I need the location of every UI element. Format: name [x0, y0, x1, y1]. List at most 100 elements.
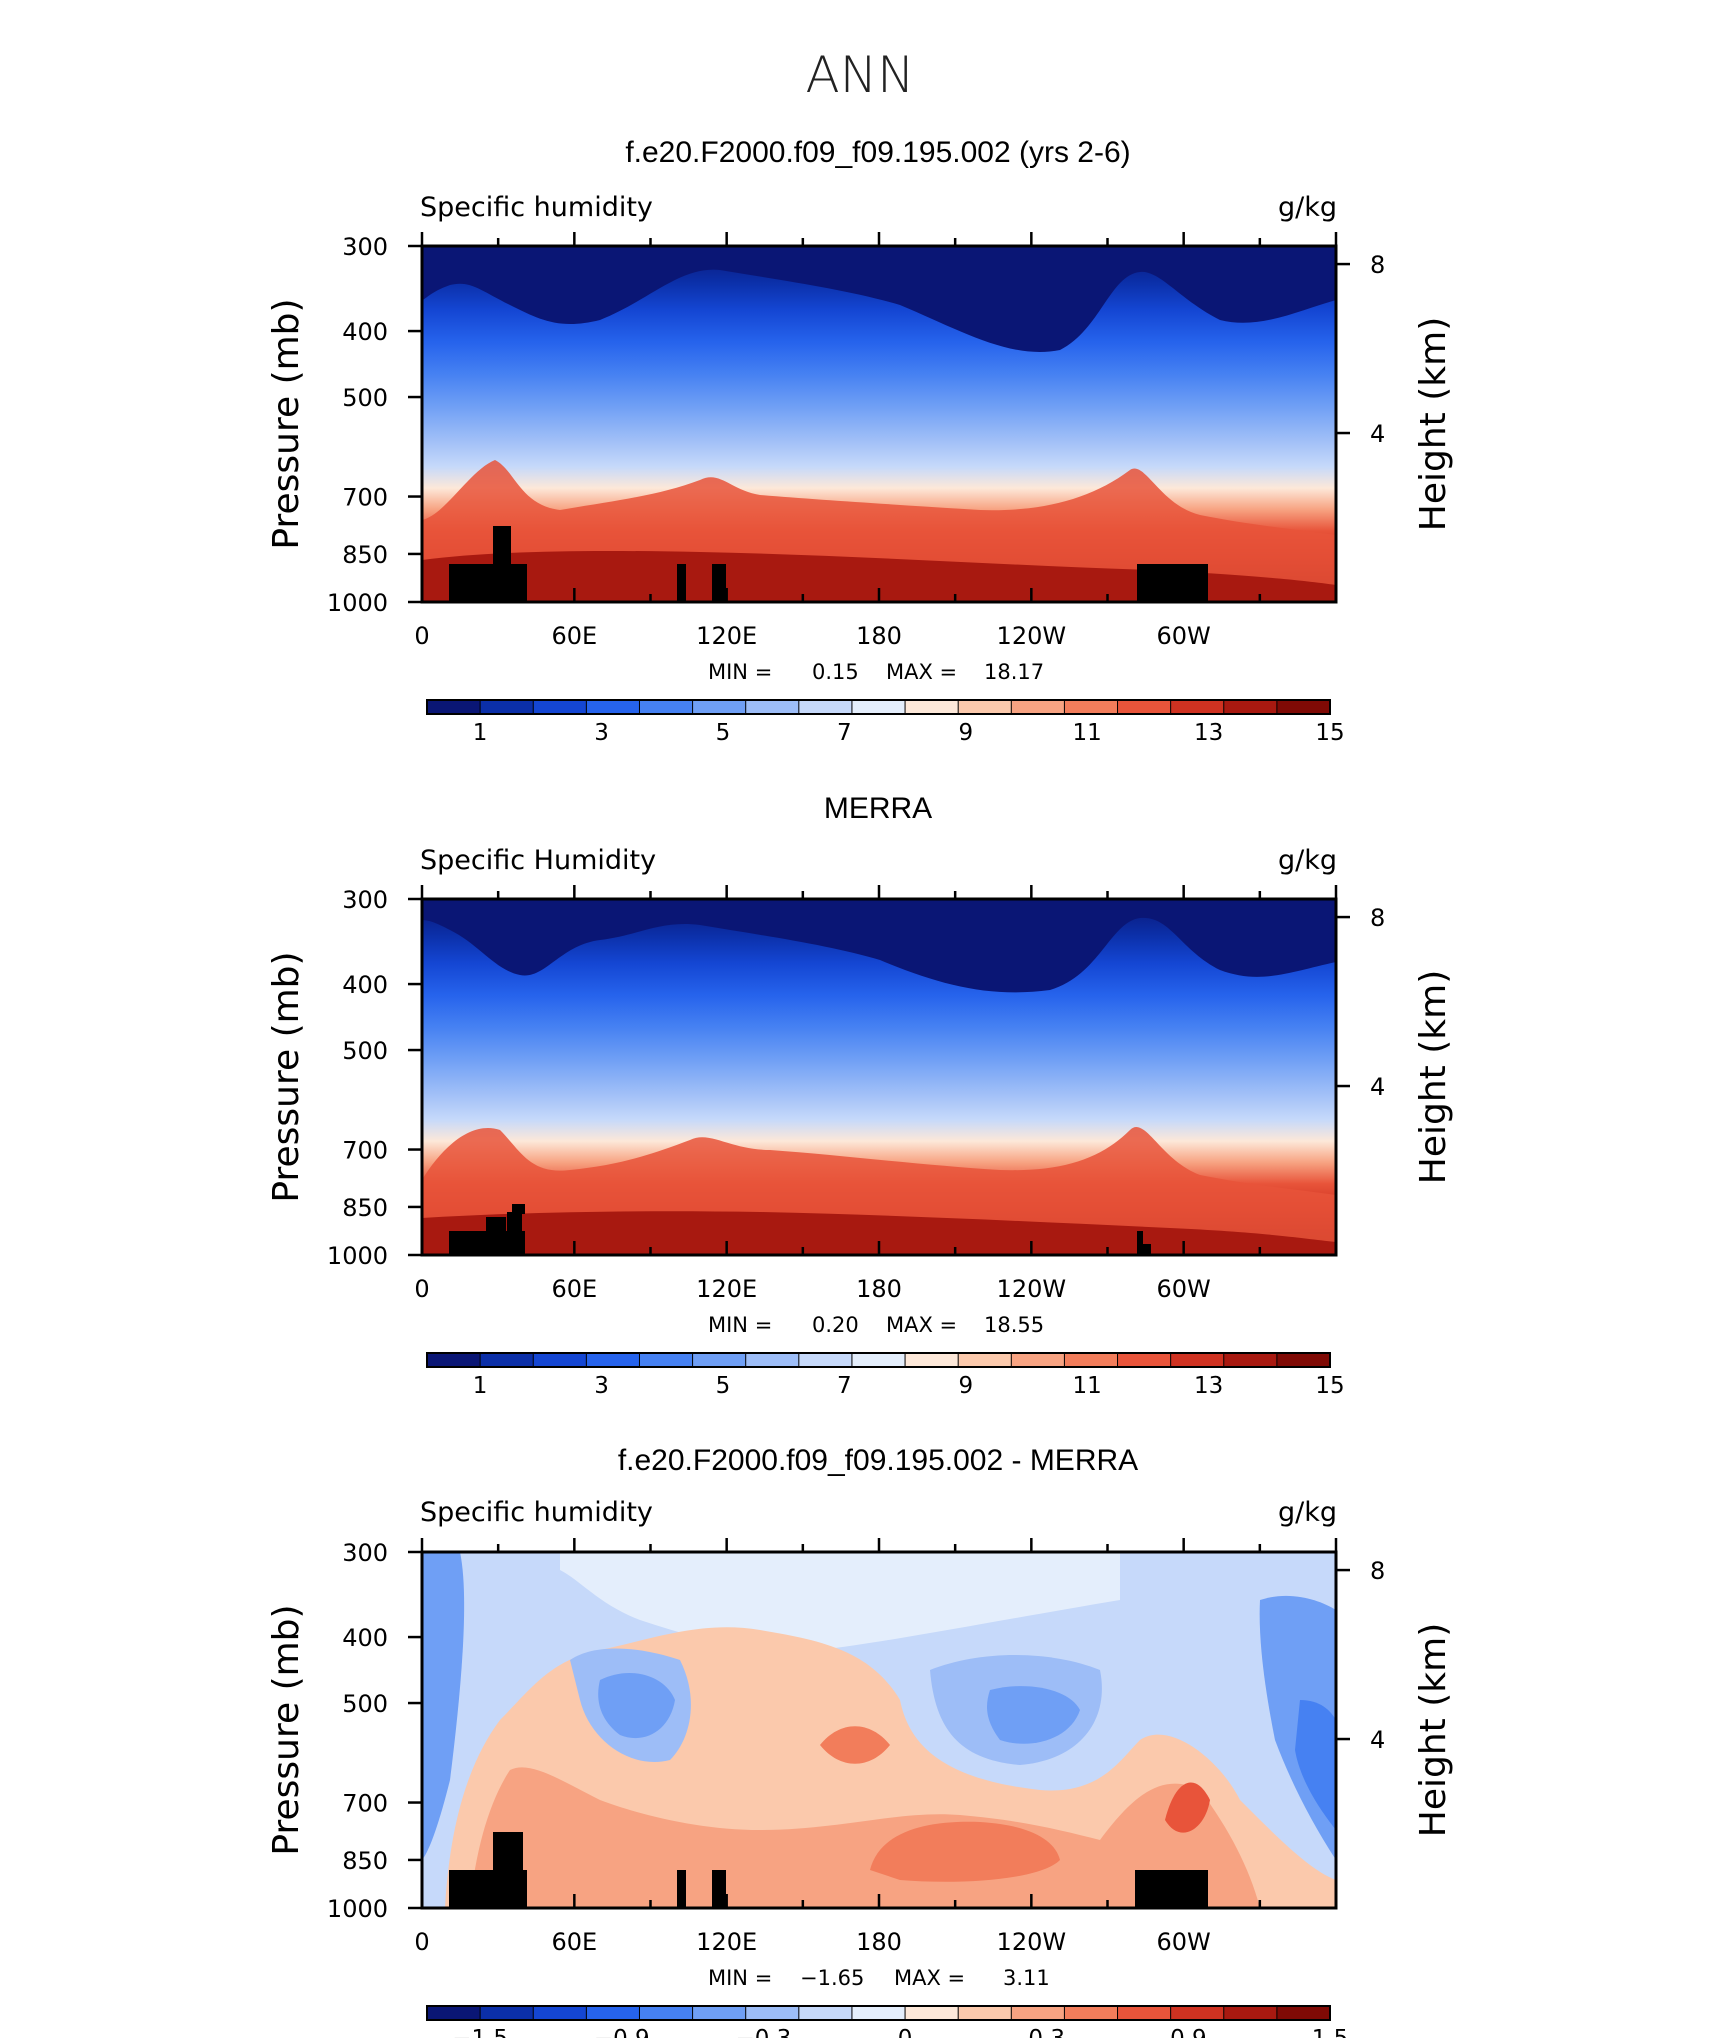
y-tick-label: 300 [342, 233, 388, 261]
panel-3-negative-region-7 [422, 1552, 465, 1860]
colorbar-label: −0.3 [735, 2026, 791, 2038]
y-tick-label: 400 [342, 971, 388, 999]
y-tick-label: 1000 [327, 1895, 388, 1923]
panel-1-right-yticks: 84 [1336, 251, 1385, 448]
colorbar-box [638, 2005, 694, 2021]
panel-3-positive-max [870, 1821, 1060, 1882]
colorbar-box [1063, 2005, 1119, 2021]
panel-1-colorbar: 1 3 5 7 9 11 13 15 [426, 699, 1345, 746]
colorbar-box [1117, 2005, 1172, 2021]
panel-3-topography [449, 1832, 1208, 1908]
panel-3-positive-peak [1165, 1782, 1210, 1833]
x-tick-label: 120W [997, 1928, 1067, 1956]
colorbar-box [638, 1352, 694, 1368]
x-tick-label: 180 [856, 1928, 902, 1956]
panel-3-min-value: −1.65 [800, 1966, 864, 1990]
colorbar-box [1117, 699, 1172, 715]
colorbar-label: 3 [594, 1373, 609, 1399]
y-tick-label: 850 [342, 1194, 388, 1222]
x-tick-label: 120E [696, 1275, 757, 1303]
colorbar-box [692, 699, 747, 715]
colorbar-box [479, 2005, 535, 2021]
panel-2: MERRA Specific Humidity g/kg 0 60E 120E 180… [266, 792, 1454, 1399]
panel-2-ylabel: Pressure (mb) [266, 951, 307, 1202]
panel-3-light-blue-region [560, 1552, 1120, 1651]
colorbar-box [798, 699, 853, 715]
panel-3-positive-mid [820, 1726, 890, 1764]
x-tick-label: 60E [551, 622, 597, 650]
colorbar-label: 13 [1194, 720, 1223, 746]
colorbar-box [692, 1352, 747, 1368]
panel-2-xticks: 0 60E 120E 180 120W 60W [414, 885, 1338, 1303]
panel-1-min-value: 0.15 [812, 660, 859, 684]
colorbar-box [479, 699, 535, 715]
colorbar-box [1276, 699, 1331, 715]
panel-3-negative-region-6 [1295, 1700, 1336, 1830]
colorbar-label: 0.3 [1028, 2026, 1065, 2038]
colorbar-box [426, 1352, 482, 1368]
panel-2-title: MERRA [824, 792, 932, 825]
colorbar-box [798, 1352, 853, 1368]
colorbar-box [1170, 1352, 1225, 1368]
colorbar-frame [426, 2005, 1331, 2021]
panel-2-left-string: Specific Humidity [420, 845, 656, 876]
colorbar-box [957, 699, 1013, 715]
colorbar-box [1170, 699, 1225, 715]
colorbar-box [479, 1352, 535, 1368]
colorbar-box [957, 1352, 1013, 1368]
colorbar-box [1010, 1352, 1066, 1368]
panel-3-negative-region-2 [598, 1672, 675, 1739]
panel-2-plot-area: 0 60E 120E 180 120W 60W 300 400 500 700 850 1000 8… [327, 885, 1385, 1303]
x-tick-label: 180 [856, 1275, 902, 1303]
colorbar-label: 0 [898, 2026, 913, 2038]
panel-2-min-label: MIN = [708, 1313, 772, 1337]
y-tick-label: 300 [342, 1539, 388, 1567]
panel-3-max-value: 3.11 [1003, 1966, 1050, 1990]
x-tick-label: 120E [696, 622, 757, 650]
y-tick-label: 850 [342, 541, 388, 569]
colorbar-box [585, 699, 641, 715]
panel-3-left-string: Specific humidity [420, 1497, 653, 1528]
panel-3-title: f.e20.F2000.f09_f09.195.002 - MERRA [618, 1444, 1138, 1477]
panel-1-min-label: MIN = [708, 660, 772, 684]
y-tick-label: 500 [342, 384, 388, 412]
panel-1-xticks: 0 60E 120E 180 120W 60W [414, 232, 1338, 650]
panel-2-min-value: 0.20 [812, 1313, 859, 1337]
colorbar-box [1010, 2005, 1066, 2021]
colorbar-box [532, 1352, 588, 1368]
panel-2-max-label: MAX = [886, 1313, 957, 1337]
colorbar-label: 5 [716, 720, 731, 746]
panel-1: f.e20.F2000.f09_f09.195.002 (yrs 2-6) Sp… [266, 136, 1454, 746]
colorbar-box [904, 1352, 960, 1368]
panel-3: f.e20.F2000.f09_f09.195.002 - MERRA Spec… [266, 1444, 1454, 2038]
colorbar-label: 0.9 [1170, 2026, 1207, 2038]
panel-3-plot-area: 0 60E 120E 180 120W 60W 300 400 500 700 850 1000 8… [327, 1538, 1385, 1956]
y-tick-label: 300 [342, 886, 388, 914]
colorbar-box [851, 2005, 907, 2021]
x-tick-label: 60W [1157, 622, 1211, 650]
panel-3-units: g/kg [1278, 1497, 1337, 1528]
x-tick-label: 0 [414, 1928, 429, 1956]
right-y-tick-label: 8 [1370, 904, 1385, 932]
colorbar-box [1223, 699, 1278, 715]
panel-1-title: f.e20.F2000.f09_f09.195.002 (yrs 2-6) [625, 136, 1130, 169]
x-tick-label: 60W [1157, 1275, 1211, 1303]
colorbar-frame [426, 1352, 1331, 1368]
panel-2-units: g/kg [1278, 845, 1337, 876]
colorbar-label: 5 [716, 1373, 731, 1399]
colorbar-box [638, 699, 694, 715]
right-y-tick-label: 4 [1370, 1726, 1385, 1754]
colorbar-box [1063, 1352, 1119, 1368]
colorbar-box [1170, 2005, 1225, 2021]
panel-2-max-value: 18.55 [984, 1313, 1044, 1337]
y-tick-label: 1000 [327, 589, 388, 617]
panel-2-upper-contour [422, 899, 1336, 993]
x-tick-label: 60W [1157, 1928, 1211, 1956]
panel-1-ylabel: Pressure (mb) [266, 298, 307, 549]
x-tick-label: 0 [414, 622, 429, 650]
colorbar-label: 11 [1073, 1373, 1102, 1399]
panel-1-units: g/kg [1278, 192, 1337, 223]
panel-3-xticks: 0 60E 120E 180 120W 60W [414, 1538, 1338, 1956]
colorbar-box [1117, 1352, 1172, 1368]
